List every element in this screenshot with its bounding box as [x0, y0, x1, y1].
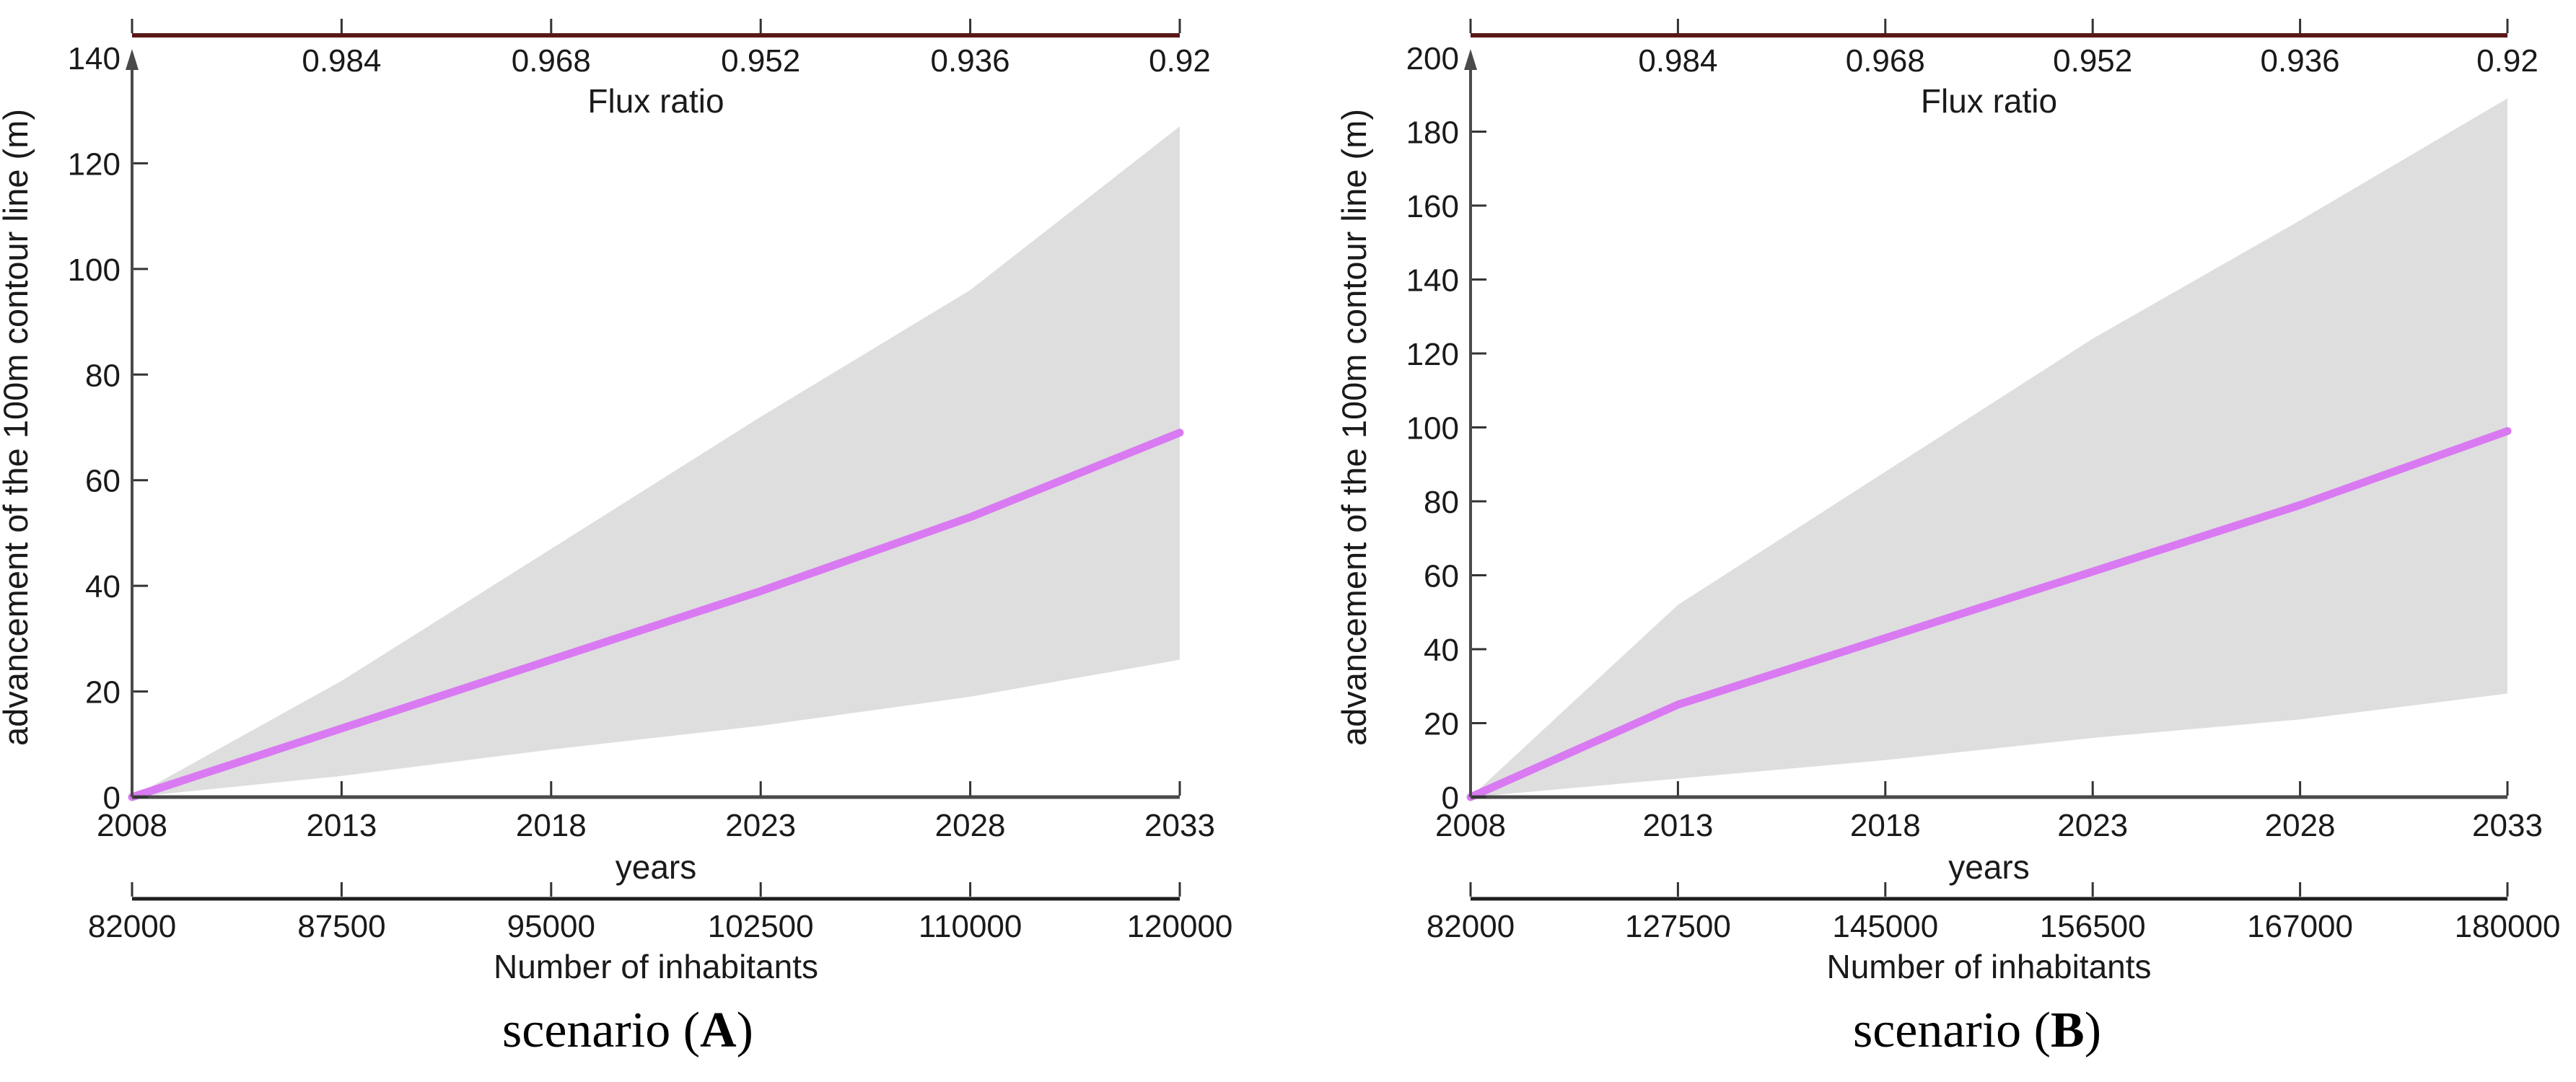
y-tick-label: 160: [1406, 189, 1459, 224]
years-tick-label: 2018: [1850, 808, 1921, 843]
flux-tick-label: 0.952: [2053, 43, 2132, 79]
median-line: [1466, 427, 2512, 801]
inhabitants-tick-label: 95000: [507, 909, 595, 944]
caption-letter: B: [2051, 1003, 2085, 1058]
flux-axis-title: Flux ratio: [1921, 82, 2057, 120]
y-tick-label: 60: [1424, 559, 1459, 594]
y-tick-label: 80: [85, 358, 121, 393]
flux-tick-label: 0.936: [2261, 43, 2340, 79]
flux-tick-label: 0.984: [302, 43, 381, 79]
y-tick-label: 0: [1442, 780, 1459, 816]
years-axis-title: years: [615, 848, 696, 886]
y-tick-label: 20: [1424, 707, 1459, 742]
flux-tick-label: 0.936: [931, 43, 1010, 79]
inhabitants-tick-label: 127500: [1625, 909, 1731, 944]
years-tick-label: 2023: [2057, 808, 2128, 843]
y-tick-label: 140: [1406, 263, 1459, 299]
chart-scenario-B: 2008 2013 2018 2023 2028 2033 years 0 20 40 60 80 10…: [1335, 19, 2560, 985]
inhabitants-tick-label: 110000: [919, 909, 1022, 944]
y-tick-label: 120: [1406, 337, 1459, 372]
flux-tick-label: 0.968: [512, 43, 591, 79]
flux-axis-title: Flux ratio: [587, 82, 724, 120]
flux-tick-label: 0.984: [1638, 43, 1717, 79]
median-line: [128, 428, 1184, 801]
years-tick-label: 2033: [2472, 808, 2543, 843]
caption-suffix: ): [2084, 1003, 2102, 1058]
caption-prefix: scenario (: [1852, 1003, 2051, 1058]
y-tick-label: 180: [1406, 115, 1459, 151]
inhabitants-tick-label: 82000: [1427, 909, 1515, 944]
y-tick-label: 80: [1424, 485, 1459, 520]
caption-prefix: scenario (: [502, 1003, 701, 1058]
y-tick-label: 60: [85, 464, 121, 499]
flux-tick-label: 0.952: [721, 43, 800, 79]
years-tick-label: 2013: [306, 808, 377, 843]
uncertainty-band: [1471, 98, 2507, 797]
y-tick-label: 100: [68, 252, 121, 288]
inhabitants-axis-title: Number of inhabitants: [494, 948, 818, 985]
inhabitants-tick-label: 82000: [88, 909, 176, 944]
years-tick-label: 2033: [1144, 808, 1215, 843]
flux-tick-label: 0.968: [1846, 43, 1925, 79]
caption-suffix: ): [736, 1003, 753, 1058]
y-tick-label: 0: [103, 780, 121, 816]
inhabitants-tick-label: 120000: [1127, 909, 1233, 944]
years-tick-label: 2008: [1435, 808, 1506, 843]
years-tick-label: 2028: [2265, 808, 2336, 843]
caption-scenario-a: scenario (A): [0, 1004, 1256, 1069]
inhabitants-tick-label: 156500: [2040, 909, 2146, 944]
flux-tick-label: 0.92: [1149, 43, 1211, 79]
caption-scenario-b: scenario (B): [1320, 1004, 2576, 1069]
y-axis-arrow-icon: [1464, 49, 1477, 70]
y-axis-title: advancement of the 100m contour line (m): [0, 109, 35, 746]
y-tick-label: 200: [1406, 41, 1459, 76]
chart-scenario-A: 2008 2013 2018 2023 2028 2033 years 0 20 40 60 80 10…: [0, 19, 1232, 985]
y-tick-label: 40: [1424, 633, 1459, 668]
inhabitants-axis-title: Number of inhabitants: [1826, 948, 2151, 985]
inhabitants-tick-label: 145000: [1832, 909, 1938, 944]
y-tick-label: 140: [68, 41, 121, 76]
years-tick-label: 2013: [1642, 808, 1713, 843]
years-tick-label: 2023: [725, 808, 796, 843]
years-axis-title: years: [1948, 848, 2029, 886]
y-tick-label: 100: [1406, 411, 1459, 447]
y-tick-label: 120: [68, 146, 121, 182]
inhabitants-tick-label: 167000: [2247, 909, 2353, 944]
y-axis-title: advancement of the 100m contour line (m): [1335, 109, 1373, 746]
y-tick-label: 40: [85, 569, 121, 604]
y-tick-label: 20: [85, 675, 121, 711]
inhabitants-tick-label: 180000: [2455, 909, 2561, 944]
y-axis-arrow-icon: [126, 49, 139, 70]
inhabitants-tick-label: 102500: [708, 909, 814, 944]
years-tick-label: 2028: [935, 808, 1006, 843]
years-tick-label: 2008: [97, 808, 167, 843]
years-tick-label: 2018: [516, 808, 587, 843]
inhabitants-tick-label: 87500: [297, 909, 385, 944]
uncertainty-band: [132, 126, 1180, 797]
flux-tick-label: 0.92: [2476, 43, 2538, 79]
caption-letter: A: [700, 1003, 737, 1058]
